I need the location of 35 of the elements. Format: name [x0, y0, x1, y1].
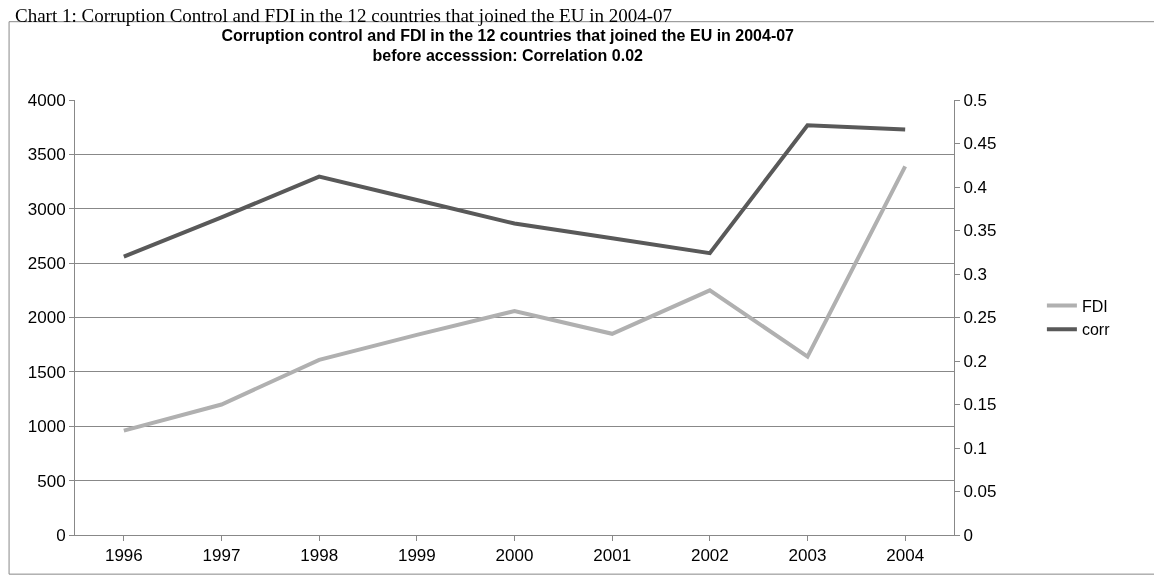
y-tick-label: 0: [56, 525, 66, 545]
y2-tick-label: 0.5: [963, 90, 988, 110]
y2-tick-label: 0.1: [963, 438, 988, 458]
y-tick-label: 3000: [27, 199, 66, 219]
y-tick-label: 2500: [27, 254, 66, 274]
x-tick-label: 1998: [300, 546, 339, 566]
x-tick-label: 2004: [886, 546, 925, 566]
x-tick-label: 2000: [495, 546, 534, 566]
y-tick-label: 4000: [27, 90, 66, 110]
x-tick-label: 1996: [104, 546, 143, 566]
x-tick-label: 2001: [593, 546, 632, 566]
y2-tick-label: 0.35: [963, 221, 997, 241]
y-tick-label: 500: [37, 471, 66, 491]
y2-tick-label: 0.3: [963, 264, 988, 284]
y2-tick-label: 0.15: [963, 395, 997, 415]
y2-tick-label: 0.25: [963, 308, 997, 328]
line-series: [121, 164, 908, 433]
caption: Chart 1: Corruption Control and FDI in the 12 countries that joined the EU in 2004-07: [15, 5, 672, 26]
y-tick-label: 1500: [27, 362, 66, 382]
x-tick-label: 1999: [397, 546, 436, 566]
y-tick-label: 2000: [27, 308, 66, 328]
x-tick-label: 1997: [202, 546, 241, 566]
x-tick-label: 2003: [788, 546, 827, 566]
line-series: [121, 123, 908, 259]
legend-label: FDI: [1081, 297, 1108, 315]
y2-tick-label: 0.45: [963, 134, 997, 154]
x-tick-label: 2002: [690, 546, 729, 566]
y-tick-label: 3500: [27, 145, 66, 165]
chart-title: Corruption control and FDI in the 12 countries that joined the EU in 2004-07 before accesssion: Correlation 0.02: [221, 26, 795, 65]
y-tick-label: 1000: [27, 417, 66, 437]
y2-tick-label: 0.4: [963, 177, 988, 197]
y2-tick-label: 0.2: [963, 351, 988, 371]
legend-label: corr: [1081, 321, 1111, 339]
y2-tick-label: 0: [963, 525, 973, 545]
y2-tick-label: 0.05: [963, 482, 997, 502]
